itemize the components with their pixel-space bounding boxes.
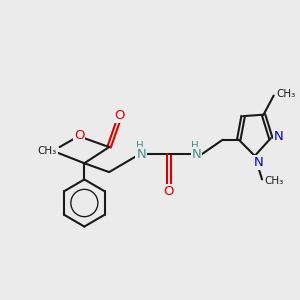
Text: CH₃: CH₃ <box>265 176 284 186</box>
Text: N: N <box>136 148 146 161</box>
Text: H: H <box>136 141 144 151</box>
Text: O: O <box>114 109 124 122</box>
Text: H: H <box>191 141 199 151</box>
Text: N: N <box>192 148 201 161</box>
Text: O: O <box>164 185 174 198</box>
Text: CH₃: CH₃ <box>276 89 296 99</box>
Text: CH₃: CH₃ <box>38 146 57 156</box>
Text: O: O <box>74 129 84 142</box>
Text: CH₃: CH₃ <box>38 145 58 155</box>
Text: N: N <box>274 130 284 143</box>
Text: N: N <box>254 156 263 169</box>
